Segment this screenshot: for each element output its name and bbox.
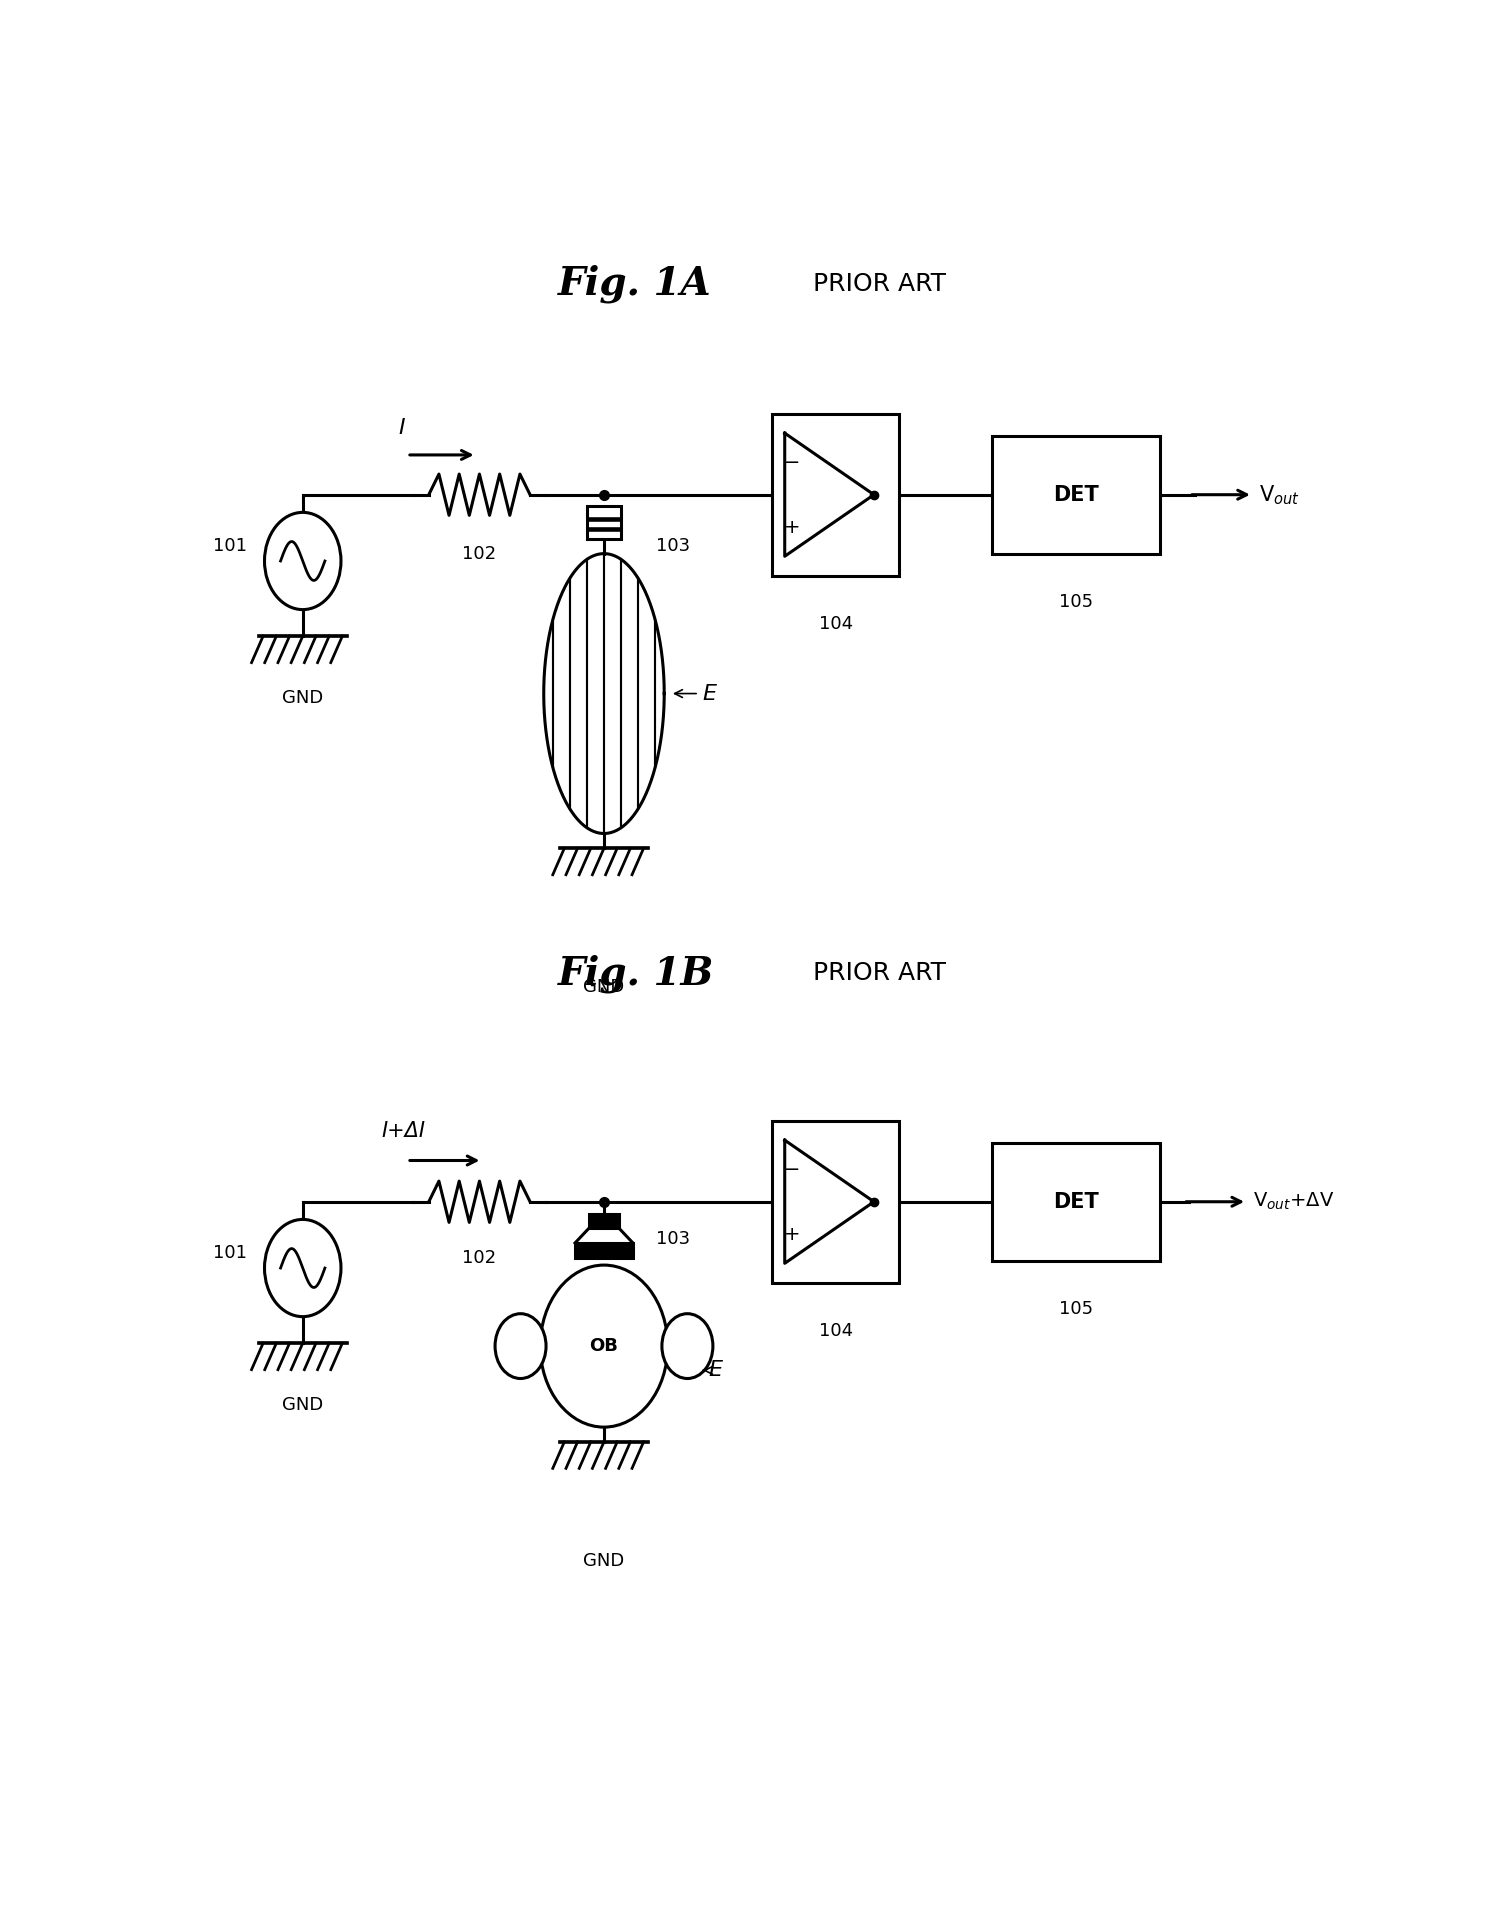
Text: 103: 103	[656, 538, 691, 555]
Text: +: +	[783, 1224, 801, 1243]
Bar	[993, 436, 1160, 553]
Circle shape	[495, 1314, 546, 1379]
Bar	[576, 1243, 632, 1257]
Circle shape	[265, 513, 341, 610]
Text: DET: DET	[1054, 1192, 1099, 1211]
Text: PRIOR ART: PRIOR ART	[813, 962, 945, 985]
Text: −: −	[785, 1159, 800, 1178]
Text: 101: 101	[214, 538, 247, 555]
Text: I: I	[398, 419, 405, 438]
Polygon shape	[589, 1213, 619, 1228]
Text: 103: 103	[656, 1230, 691, 1247]
Text: E: E	[709, 1360, 722, 1381]
Text: Fig. 1A: Fig. 1A	[558, 264, 712, 304]
Text: GND: GND	[283, 1396, 323, 1414]
Text: 105: 105	[1058, 1301, 1093, 1318]
Bar	[586, 507, 622, 539]
Text: Fig. 1B: Fig. 1B	[558, 955, 715, 993]
Text: 104: 104	[819, 1322, 852, 1341]
Text: I+ΔI: I+ΔI	[381, 1121, 426, 1140]
Text: OB: OB	[589, 1337, 619, 1354]
Text: V$_{out}$+ΔV: V$_{out}$+ΔV	[1253, 1192, 1334, 1213]
Text: 104: 104	[819, 616, 852, 633]
Bar	[589, 1213, 619, 1228]
Circle shape	[540, 1264, 668, 1427]
Bar	[771, 1121, 900, 1284]
Text: +: +	[783, 518, 801, 538]
Text: DET: DET	[1054, 484, 1099, 505]
Text: PRIOR ART: PRIOR ART	[813, 272, 945, 297]
Text: 102: 102	[462, 1249, 496, 1266]
Text: V$_{out}$: V$_{out}$	[1259, 482, 1299, 507]
Text: 105: 105	[1058, 593, 1093, 612]
Text: GND: GND	[583, 1551, 625, 1571]
Text: E: E	[703, 683, 716, 704]
Bar	[993, 1142, 1160, 1261]
Text: −: −	[785, 453, 800, 473]
Bar	[771, 413, 900, 576]
Text: GND: GND	[583, 978, 625, 995]
Circle shape	[265, 1219, 341, 1316]
Text: GND: GND	[283, 689, 323, 708]
Circle shape	[662, 1314, 713, 1379]
Text: 102: 102	[462, 545, 496, 562]
Text: 101: 101	[214, 1243, 247, 1263]
